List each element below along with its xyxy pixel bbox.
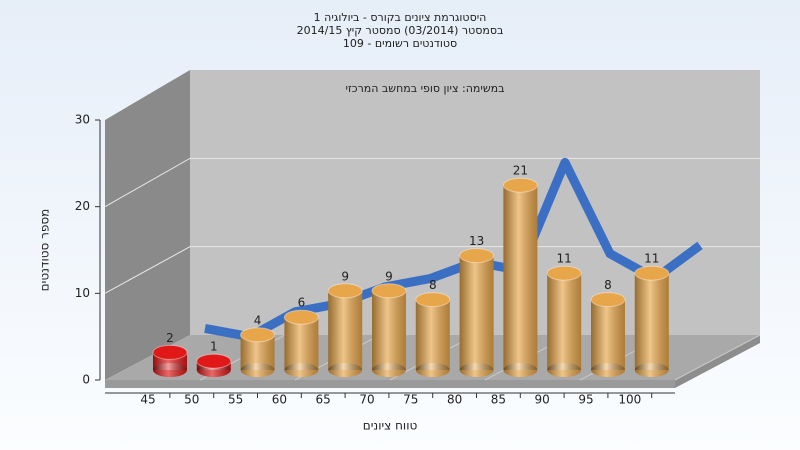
value-label: 6 (298, 296, 306, 310)
floor-front (105, 380, 675, 388)
chart-title: היסטוגרמת ציונים בקורס - ביולוגיה 1 (314, 11, 487, 24)
bar-shade (328, 290, 363, 370)
chart-title: בסמסטר (03/2014) סמסטר קיץ 2014/15 (297, 24, 504, 37)
x-tick-label: 60 (272, 393, 287, 407)
x-tick-label: 75 (403, 393, 418, 407)
grid-line (104, 246, 760, 294)
y-tick-label: 10 (75, 286, 90, 300)
value-label: 13 (469, 234, 484, 248)
x-tick-label: 85 (491, 393, 506, 407)
y-tick-label: 0 (82, 373, 90, 387)
value-label: 9 (341, 269, 349, 283)
bar-shade (503, 185, 538, 370)
value-label: 9 (385, 269, 393, 283)
bar-top (283, 309, 319, 325)
value-label: 11 (644, 252, 659, 266)
value-label: 8 (604, 278, 612, 292)
bar-top (371, 283, 407, 299)
value-label: 4 (254, 313, 262, 327)
x-tick-label: 45 (140, 393, 155, 407)
x-tick-label: 70 (359, 393, 374, 407)
bar-top (152, 344, 188, 360)
bar-top (502, 177, 538, 193)
x-tick-label: 65 (316, 393, 331, 407)
bar-top (590, 292, 626, 308)
bar-shade (547, 273, 582, 370)
x-tick-label: 100 (618, 393, 641, 407)
bar-shade (415, 299, 450, 370)
x-tick-label: 50 (184, 393, 199, 407)
value-label: 8 (429, 278, 437, 292)
x-tick-label: 95 (578, 393, 593, 407)
floor-edge (675, 335, 760, 388)
x-tick-label: 80 (447, 393, 462, 407)
y-tick-label: 30 (75, 113, 90, 127)
bar-top (459, 248, 495, 264)
value-label: 2 (166, 331, 174, 345)
value-label: 1 (210, 340, 218, 354)
bar-top (415, 292, 451, 308)
y-tick-label: 20 (75, 199, 90, 213)
floor-grid (674, 334, 761, 381)
bar-top (327, 283, 363, 299)
x-tick-label: 90 (535, 393, 550, 407)
bar-top (634, 265, 670, 281)
value-label: 11 (557, 252, 572, 266)
bar-shade (284, 317, 319, 370)
subtitle: במשימה: ציון סופי במחשב המרכזי (345, 82, 504, 95)
chart-title: סטודנטים רשומים - 109 (343, 37, 457, 50)
bar-shade (591, 299, 625, 370)
bar-top (196, 353, 232, 369)
bar-shade (459, 255, 494, 370)
left-wall (105, 70, 190, 380)
y-axis-label: מספר סטודנטים (38, 209, 52, 292)
x-axis-label: טווח ציונים (363, 419, 418, 433)
bar-top (546, 265, 582, 281)
bar-shade (634, 273, 669, 370)
bar-top (240, 327, 276, 343)
back-wall (190, 70, 760, 335)
x-tick-label: 55 (228, 393, 243, 407)
bar-shade (372, 290, 406, 370)
value-label: 21 (513, 164, 528, 178)
grid-line (104, 157, 760, 208)
